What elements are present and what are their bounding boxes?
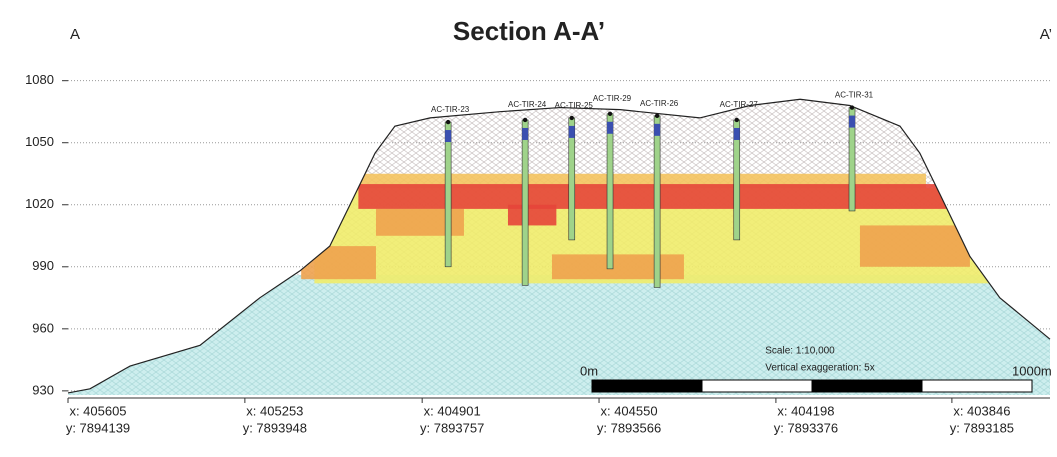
y-tick-label: 1050	[25, 134, 54, 149]
coord-y: y: 7893566	[597, 420, 661, 435]
drillhole-segment	[607, 121, 614, 134]
scale-end: 1000m	[1012, 363, 1052, 378]
scale-segment	[811, 379, 923, 393]
coord-y: y: 7894139	[66, 420, 130, 435]
scale-segment	[591, 379, 703, 393]
exaggeration-text: Vertical exaggeration: 5x	[765, 363, 875, 374]
drillhole-segment	[445, 130, 452, 143]
collar	[522, 117, 528, 123]
scale-segment	[921, 379, 1033, 393]
coord-x: x: 404198	[777, 403, 834, 418]
terrain-profile	[67, 98, 1051, 394]
grade-block	[551, 254, 684, 280]
drillhole-label: AC-TIR-25	[555, 101, 594, 110]
collar	[569, 115, 574, 121]
collar	[654, 113, 660, 119]
drillhole-label: AC-TIR-24	[508, 100, 547, 109]
collar	[849, 105, 855, 110]
geology	[68, 173, 1050, 395]
chart-title: Section A-A’	[453, 16, 605, 46]
scale-segment	[701, 379, 813, 393]
grade-block	[859, 225, 970, 267]
drillhole-segment	[568, 125, 575, 138]
y-tick-label: 1020	[25, 196, 54, 211]
drillhole-segment	[849, 115, 856, 128]
y-tick-label: 990	[32, 258, 54, 273]
drillhole	[521, 119, 529, 286]
scale-start: 0m	[580, 363, 598, 378]
coord-y: y: 7893757	[420, 420, 484, 435]
grade-block	[301, 246, 376, 280]
drillhole-label: AC-TIR-31	[835, 91, 874, 100]
collar	[445, 119, 451, 125]
drillhole-label: AC-TIR-26	[640, 99, 679, 108]
scale-text: Scale: 1:10,000	[765, 346, 835, 357]
base-zone	[68, 275, 1050, 395]
drillhole-segment	[522, 127, 529, 140]
coord-y: y: 7893948	[243, 420, 307, 435]
drillhole-label: AC-TIR-27	[720, 100, 759, 109]
start-label: A	[70, 26, 80, 43]
end-label: A’	[1040, 26, 1052, 43]
coord-y: y: 7893376	[774, 420, 838, 435]
y-tick-label: 930	[32, 382, 54, 397]
y-tick-label: 1080	[25, 72, 54, 87]
coord-x: x: 404550	[600, 403, 657, 418]
drillhole	[653, 115, 661, 288]
coord-x: x: 403846	[953, 403, 1010, 418]
drillhole-label: AC-TIR-23	[431, 105, 470, 114]
drillhole-segment	[733, 127, 740, 140]
collar	[734, 117, 739, 123]
coord-y: y: 7893185	[950, 420, 1014, 435]
collar	[607, 111, 613, 116]
drillhole	[444, 121, 452, 268]
coord-x: x: 405253	[246, 403, 303, 418]
coord-x: x: 404901	[424, 403, 481, 418]
y-tick-label: 960	[32, 320, 54, 335]
drillhole	[606, 113, 614, 270]
coord-x: x: 405605	[69, 403, 126, 418]
drillhole-label: AC-TIR-29	[593, 94, 632, 103]
grade-block	[507, 204, 557, 226]
drillhole-segment	[654, 123, 661, 136]
